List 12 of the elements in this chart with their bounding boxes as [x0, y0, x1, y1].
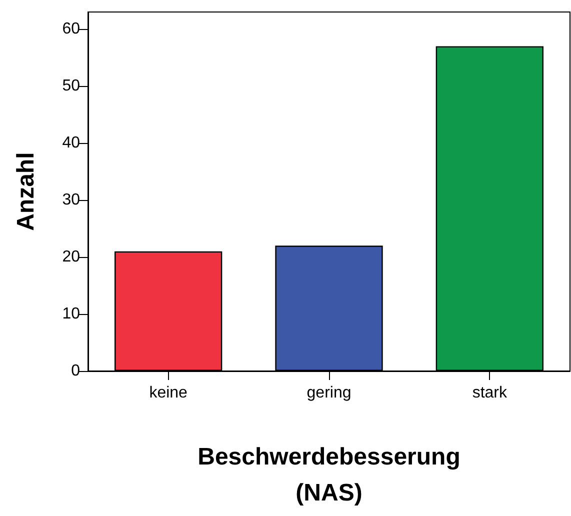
- y-tick-label: 10: [62, 306, 80, 323]
- y-tick-label: 50: [62, 78, 80, 95]
- x-tick-label: stark: [472, 384, 508, 402]
- x-tick-label: keine: [149, 384, 188, 402]
- y-axis-title: Anzahl: [12, 152, 40, 231]
- x-tick-label: gering: [306, 384, 352, 402]
- x-axis-title: Beschwerdebesserung (NAS): [198, 444, 460, 506]
- y-tick-label: 60: [62, 20, 80, 38]
- y-tick-label: 0: [71, 362, 80, 380]
- y-tick-label: 20: [62, 248, 80, 266]
- y-tick-label: 40: [62, 134, 80, 152]
- y-tick-label: 30: [62, 192, 80, 209]
